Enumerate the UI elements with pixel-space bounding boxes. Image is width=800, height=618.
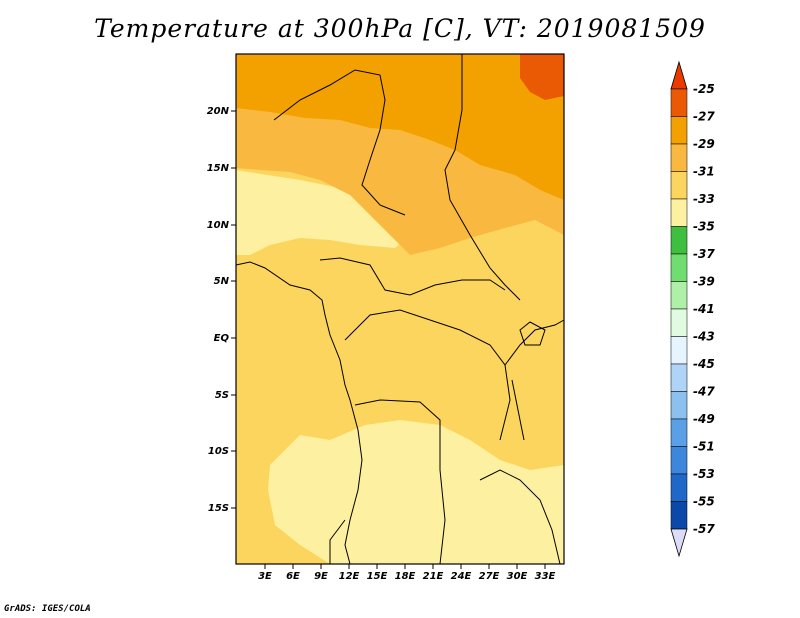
colorbar-label: -31: [693, 165, 715, 179]
colorbar-label: -25: [693, 82, 715, 96]
colorbar-label: -53: [693, 467, 715, 481]
lake-tanganyika: [511, 379, 525, 441]
border-sw: [329, 519, 346, 564]
lon-label: 9E: [314, 571, 328, 582]
temperature-map: [235, 53, 565, 565]
colorbar-box: [670, 88, 688, 117]
border-east: [504, 319, 565, 366]
colorbar-label: -39: [693, 275, 715, 289]
field-region-35: [268, 420, 564, 564]
border-se: [479, 469, 561, 565]
colorbar-box: [670, 281, 688, 310]
colorbar-labels: -25 -27 -29 -31 -33 -35 -37 -39 -41 -43 …: [693, 82, 715, 536]
border-north-1: [273, 69, 406, 216]
lon-label: 3E: [258, 571, 272, 582]
colorbar-label: -41: [693, 302, 715, 316]
lat-label: 5S: [215, 390, 229, 401]
border-angola: [354, 399, 446, 565]
map-title: Temperature at 300hPa [C], VT: 201908150…: [94, 14, 706, 43]
colorbar-label: -51: [693, 440, 715, 454]
border-central: [319, 257, 506, 296]
colorbar-label: -29: [693, 137, 715, 151]
colorbar-box: [670, 391, 688, 420]
colorbar-box: [670, 198, 688, 227]
coastline-west: [235, 261, 363, 565]
colorbar-label: -49: [693, 412, 715, 426]
colorbar-box: [670, 143, 688, 172]
colorbar-box: [670, 501, 688, 530]
lake-victoria: [519, 321, 546, 346]
lon-label: 12E: [339, 571, 360, 582]
colorbar-box: [670, 171, 688, 200]
colorbar-box: [670, 116, 688, 145]
lon-label: 30E: [507, 571, 528, 582]
colorbar-label: -37: [693, 247, 715, 261]
grads-credit: GrADS: IGES/COLA: [4, 604, 91, 614]
lat-label: 20N: [207, 106, 230, 117]
lat-label: 10S: [208, 446, 229, 457]
colorbar: -25 -27 -29 -31 -33 -35 -37 -39 -41 -43 …: [670, 60, 715, 558]
lon-label: 24E: [451, 571, 472, 582]
colorbar-label: -57: [693, 522, 715, 536]
lon-label: 6E: [286, 571, 300, 582]
lon-label: 27E: [479, 571, 500, 582]
border-congo: [344, 309, 511, 441]
colorbar-box: [670, 336, 688, 365]
lat-label: 5N: [214, 276, 230, 287]
boundaries: [235, 54, 565, 565]
colorbar-label: -27: [693, 110, 715, 124]
border-north-2: [444, 54, 521, 301]
colorbar-boxes: [670, 88, 688, 530]
lat-axis: 20N 15N 10N 5N EQ 5S 10S 15S: [207, 106, 236, 514]
colorbar-label: -45: [693, 357, 715, 371]
colorbar-box: [670, 253, 688, 282]
colorbar-top-arrow: [670, 60, 688, 90]
lon-label: 18E: [395, 571, 416, 582]
colorbar-label: -43: [693, 330, 715, 344]
colorbar-box: [670, 473, 688, 502]
lat-label: 10N: [207, 220, 230, 231]
colorbar-label: -33: [693, 192, 715, 206]
colorbar-box: [670, 363, 688, 392]
field-region-35b: [236, 170, 410, 255]
lat-label: EQ: [214, 333, 230, 344]
colorbar-label: -55: [693, 495, 715, 509]
colorbar-box: [670, 226, 688, 255]
colorbar-bottom-arrow: [670, 528, 688, 558]
colorbar-label: -47: [693, 385, 715, 399]
colorbar-box: [670, 418, 688, 447]
colorbar-box: [670, 308, 688, 337]
lat-label: 15S: [208, 503, 229, 514]
lon-axis: 3E 6E 9E 12E 15E 18E 21E 24E 27E 30E 33E: [258, 564, 556, 582]
map-frame: [235, 53, 565, 565]
lon-label: 21E: [423, 571, 444, 582]
lon-label: 33E: [535, 571, 556, 582]
colorbar-box: [670, 446, 688, 475]
lat-label: 15N: [207, 163, 230, 174]
lon-label: 15E: [367, 571, 388, 582]
field-region-25: [520, 54, 564, 100]
colorbar-label: -35: [693, 220, 715, 234]
